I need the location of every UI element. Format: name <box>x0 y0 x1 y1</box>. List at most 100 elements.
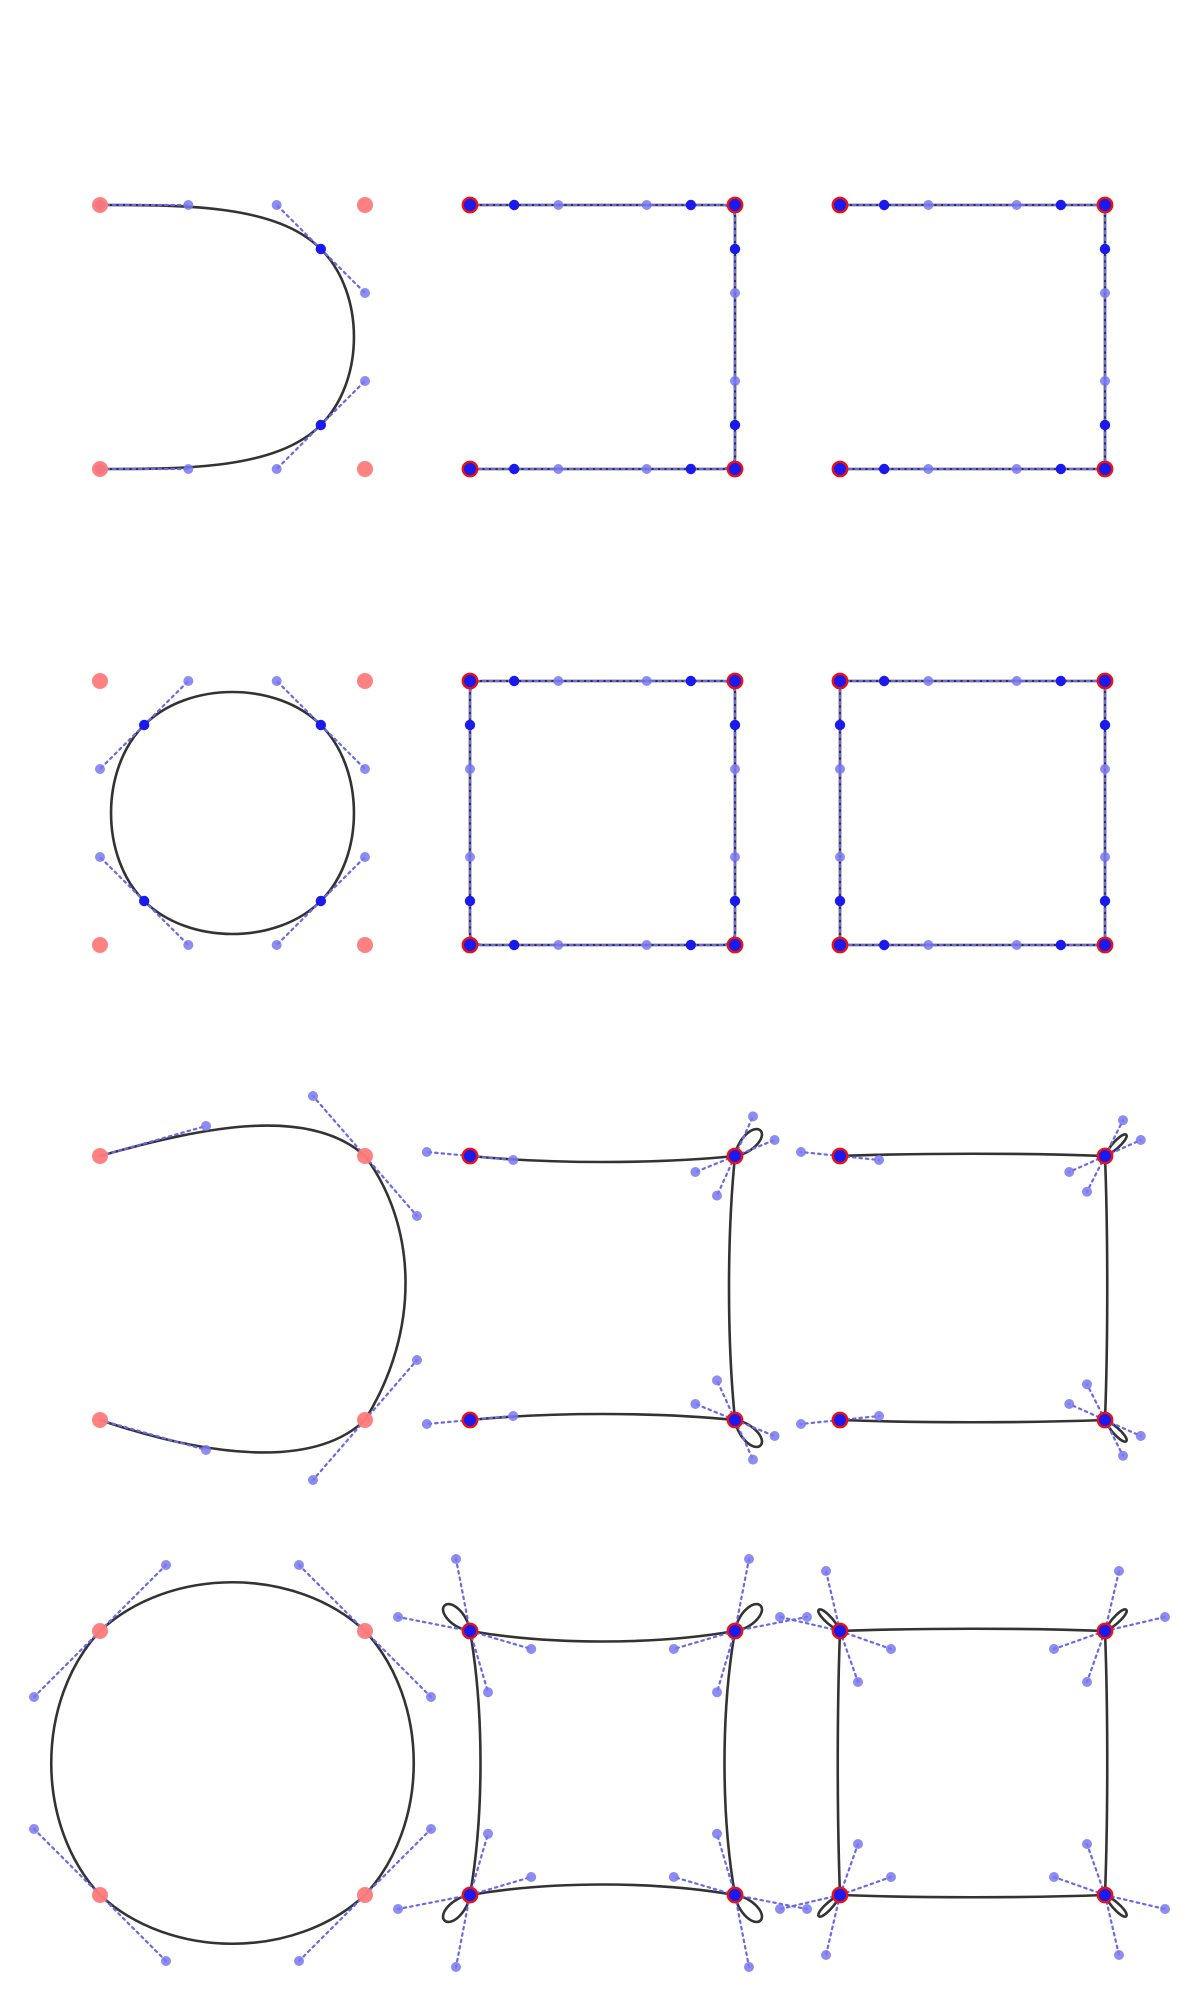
control-handle <box>454 1557 472 1633</box>
control-handle <box>319 247 367 295</box>
control-point <box>553 940 564 950</box>
corner-point <box>92 1148 108 1164</box>
corner-point <box>1096 1886 1114 1904</box>
control-point <box>29 1824 39 1834</box>
control-point <box>1082 1186 1092 1197</box>
control-point <box>853 1677 863 1687</box>
on-curve-point <box>508 675 520 687</box>
control-point <box>161 1560 171 1570</box>
control-point <box>641 676 652 686</box>
control-point <box>874 1411 884 1421</box>
corner-loop <box>817 1893 842 1918</box>
control-point <box>690 1167 701 1177</box>
on-curve-point <box>685 675 697 687</box>
control-point <box>730 852 740 863</box>
control-handle <box>98 1124 208 1158</box>
corner-point <box>1096 196 1114 214</box>
control-point <box>712 1190 722 1201</box>
panel-r0-c2 <box>831 196 1114 478</box>
on-curve-point <box>1099 719 1111 731</box>
control-handle <box>838 1629 860 1684</box>
control-point <box>1082 1379 1092 1390</box>
panel-r3-c1 <box>393 1554 812 1972</box>
corner-point <box>1096 1411 1114 1429</box>
bezier-curve <box>98 203 356 471</box>
on-curve-point <box>508 939 520 951</box>
corner-point <box>726 1886 744 1904</box>
on-curve-point <box>1099 895 1111 907</box>
control-handle <box>1052 1629 1107 1651</box>
control-point <box>421 1147 432 1157</box>
corner-point <box>357 197 373 213</box>
on-curve-point <box>315 895 327 907</box>
control-point <box>465 852 475 863</box>
bezier-curve <box>836 1627 1109 1899</box>
bezier-curve <box>838 203 1107 471</box>
control-handle <box>468 1832 490 1897</box>
control-point <box>201 1121 211 1131</box>
control-point <box>271 200 282 210</box>
control-point <box>451 1962 461 1972</box>
control-point <box>271 940 282 950</box>
control-handle <box>468 1629 533 1651</box>
on-curve-point <box>878 199 890 211</box>
control-point <box>183 464 194 474</box>
on-curve-point <box>508 463 520 475</box>
corner-point <box>92 1623 108 1639</box>
control-point <box>526 1644 537 1654</box>
control-point <box>412 1355 422 1365</box>
control-point <box>712 1687 722 1698</box>
control-point <box>802 1612 812 1622</box>
on-curve-point <box>834 895 846 907</box>
corner-loop <box>441 1893 472 1924</box>
corner-point <box>831 1886 849 1904</box>
control-point <box>483 1687 493 1698</box>
on-curve-point <box>315 243 327 255</box>
control-handle <box>454 1893 472 1969</box>
corner-point <box>831 672 849 690</box>
on-curve-point <box>508 199 520 211</box>
control-point <box>769 1135 780 1145</box>
control-handle <box>32 1827 102 1897</box>
control-handle <box>733 1615 809 1633</box>
corner-point <box>726 1147 744 1165</box>
control-point <box>641 200 652 210</box>
bezier-curve <box>838 1152 1109 1424</box>
corner-point <box>357 937 373 953</box>
control-point <box>421 1419 432 1429</box>
control-point <box>802 1904 812 1914</box>
control-handle <box>143 679 190 727</box>
corner-point <box>357 1623 373 1639</box>
on-curve-point <box>1055 199 1067 211</box>
corner-point <box>1096 1622 1114 1640</box>
corner-point <box>461 1622 479 1640</box>
panel-r1-c0 <box>92 673 373 953</box>
control-point <box>886 1872 896 1882</box>
control-point <box>1114 1950 1124 1960</box>
corner-point <box>831 460 849 478</box>
corner-point <box>831 196 849 214</box>
control-point <box>923 464 934 474</box>
control-handle <box>275 423 322 471</box>
control-point <box>508 1155 519 1165</box>
control-point <box>712 1828 722 1839</box>
control-point <box>1049 1872 1059 1882</box>
panel-r1-c1 <box>461 672 744 954</box>
corner-loop <box>441 1602 472 1633</box>
control-point <box>744 1962 754 1972</box>
control-point <box>821 1950 831 1960</box>
control-handle <box>838 1875 893 1897</box>
on-curve-point <box>878 675 890 687</box>
control-point <box>308 1091 318 1101</box>
control-handle <box>297 1893 367 1963</box>
control-point <box>690 1399 701 1409</box>
control-handle <box>468 1875 533 1897</box>
control-handle <box>733 1557 751 1633</box>
control-handle <box>715 1832 737 1897</box>
control-handle <box>297 1563 367 1633</box>
control-point <box>874 1155 884 1165</box>
corner-loop <box>733 1602 764 1633</box>
corner-loop <box>817 1608 842 1633</box>
control-handle <box>311 1094 367 1158</box>
corner-point <box>92 673 108 689</box>
